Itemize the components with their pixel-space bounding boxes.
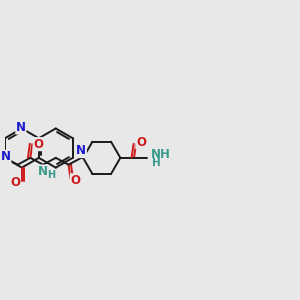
Text: N: N (16, 121, 26, 134)
Text: N: N (76, 145, 86, 158)
Text: O: O (10, 176, 20, 189)
Text: N: N (1, 150, 11, 164)
Text: H: H (47, 170, 55, 181)
Text: N: N (76, 145, 86, 158)
Text: O: O (136, 136, 146, 149)
Text: O: O (70, 174, 80, 187)
Text: H: H (152, 158, 161, 168)
Text: NH: NH (151, 148, 171, 161)
Text: N: N (38, 165, 48, 178)
Text: O: O (33, 138, 43, 151)
